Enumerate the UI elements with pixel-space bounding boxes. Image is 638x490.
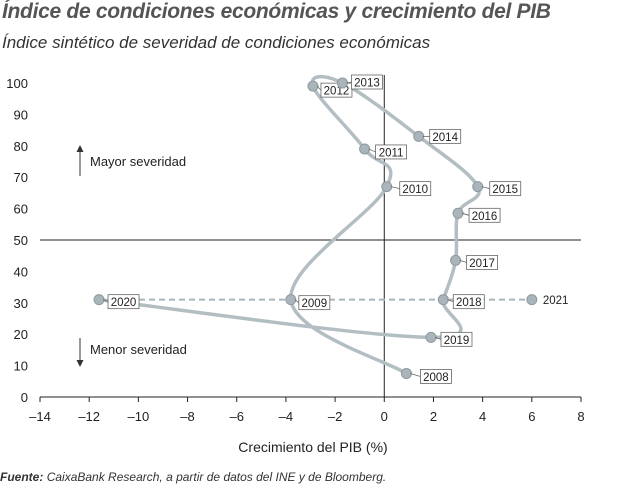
- y-tick-label: 30: [14, 296, 28, 311]
- annotations: Mayor severidad Menor severidad: [76, 145, 187, 367]
- year-label-leader: [368, 148, 376, 153]
- chart-subtitle: Índice sintético de severidad de condici…: [2, 33, 431, 52]
- year-label-2020: 2020: [111, 297, 137, 309]
- year-label-2008: 2008: [423, 372, 449, 384]
- data-points: 2008 2009 2010 2011 2012 2013 2014 2015 2016 2017…: [93, 74, 569, 384]
- year-label-leader: [459, 260, 467, 263]
- data-point-2020: [93, 294, 105, 306]
- year-label-2017: 2017: [469, 258, 495, 270]
- year-label-2021: 2021: [543, 295, 569, 307]
- data-point-2018: [437, 294, 449, 306]
- data-point-2013: [336, 77, 348, 89]
- y-tick-label: 0: [21, 390, 28, 405]
- y-tick-label: 20: [14, 327, 28, 342]
- year-label-2018: 2018: [456, 297, 482, 309]
- y-tick-label: 10: [14, 359, 28, 374]
- series-line-main: [97, 74, 481, 376]
- year-label-2009: 2009: [302, 298, 328, 310]
- year-label-2015: 2015: [492, 184, 518, 196]
- reference-lines: [40, 75, 581, 398]
- data-point-2009: [285, 294, 297, 306]
- source-note: Fuente: CaixaBank Research, a partir de …: [0, 470, 386, 484]
- y-tick-label: 70: [14, 170, 28, 185]
- x-tick-label: –2: [328, 409, 342, 424]
- y-tick-label: 90: [14, 107, 28, 122]
- data-point-2008: [400, 367, 412, 379]
- x-axis-label: Crecimiento del PIB (%): [238, 439, 387, 455]
- arrow-down-icon: [76, 360, 84, 367]
- data-point-2017: [450, 254, 462, 266]
- y-tick-label: 60: [14, 202, 28, 217]
- year-label-2013: 2013: [354, 78, 380, 90]
- y-tick-label: 100: [6, 76, 28, 91]
- year-label-2019: 2019: [444, 335, 470, 347]
- source-text: CaixaBank Research, a partir de datos de…: [46, 470, 387, 484]
- year-label-2012: 2012: [324, 86, 350, 98]
- x-tick-label: 4: [479, 409, 486, 424]
- y-tick-label: 80: [14, 139, 28, 154]
- year-label-leader: [316, 85, 322, 91]
- year-label-leader: [294, 299, 300, 303]
- x-tick-label: –12: [78, 409, 100, 424]
- data-point-2021: [526, 294, 538, 306]
- x-tick-label: 6: [528, 409, 535, 424]
- x-tick-label: 2: [430, 409, 437, 424]
- year-label-2011: 2011: [379, 147, 404, 159]
- year-label-leader: [447, 299, 454, 303]
- x-tick-label: –10: [128, 409, 150, 424]
- y-tick-label: 50: [14, 233, 28, 248]
- year-label-leader: [390, 186, 400, 190]
- x-tick-label: –8: [180, 409, 194, 424]
- annotation-up: Mayor severidad: [90, 154, 186, 169]
- x-tick-label: 0: [381, 409, 388, 424]
- data-point-2011: [359, 143, 371, 155]
- x-tick-label: –14: [29, 409, 51, 424]
- data-point-2015: [472, 181, 484, 193]
- chart-canvas: –14 –12 –10 –8 –6 –4 –2 0 2 4 6 8010203040506070809…: [6, 74, 585, 455]
- x-tick-label: –4: [279, 409, 293, 424]
- year-label-leader: [434, 336, 442, 340]
- axis-ticks: –14 –12 –10 –8 –6 –4 –2 0 2 4 6 8010203040506070809…: [6, 76, 584, 424]
- data-point-2012: [307, 80, 319, 92]
- x-tick-label: 8: [577, 409, 584, 424]
- year-label-leader: [346, 81, 352, 84]
- x-tick-label: –6: [229, 409, 243, 424]
- arrow-up-icon: [76, 145, 84, 152]
- annotation-down: Menor severidad: [90, 342, 187, 357]
- year-label-2014: 2014: [432, 132, 458, 144]
- source-label: Fuente:: [0, 470, 44, 484]
- series-lines: [97, 74, 532, 376]
- year-label-leader: [410, 373, 421, 377]
- data-point-2014: [413, 130, 425, 142]
- year-label-leader: [481, 186, 490, 190]
- year-label-leader: [102, 299, 109, 303]
- year-label-leader: [461, 212, 470, 216]
- data-point-2010: [381, 181, 393, 193]
- year-label-2016: 2016: [472, 211, 498, 223]
- y-tick-label: 40: [14, 264, 28, 279]
- data-point-2016: [452, 207, 464, 219]
- year-label-2010: 2010: [402, 184, 428, 196]
- chart-title: Índice de condiciones económicas y creci…: [2, 0, 551, 23]
- data-point-2019: [425, 331, 437, 343]
